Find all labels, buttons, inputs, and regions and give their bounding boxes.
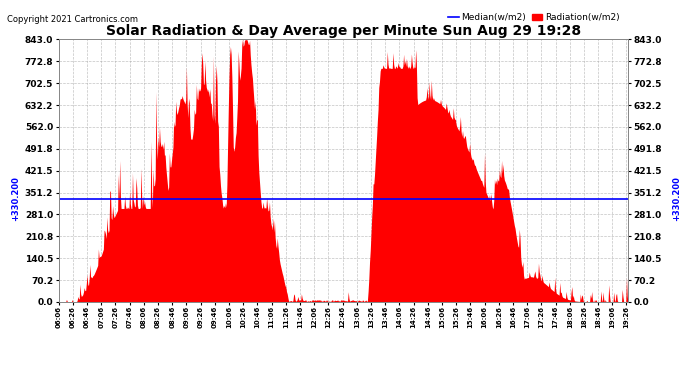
Text: +330.200: +330.200	[11, 177, 20, 222]
Legend: Median(w/m2), Radiation(w/m2): Median(w/m2), Radiation(w/m2)	[444, 10, 623, 26]
Title: Solar Radiation & Day Average per Minute Sun Aug 29 19:28: Solar Radiation & Day Average per Minute…	[106, 24, 581, 38]
Text: +330.200: +330.200	[672, 177, 681, 222]
Text: Copyright 2021 Cartronics.com: Copyright 2021 Cartronics.com	[7, 15, 138, 24]
